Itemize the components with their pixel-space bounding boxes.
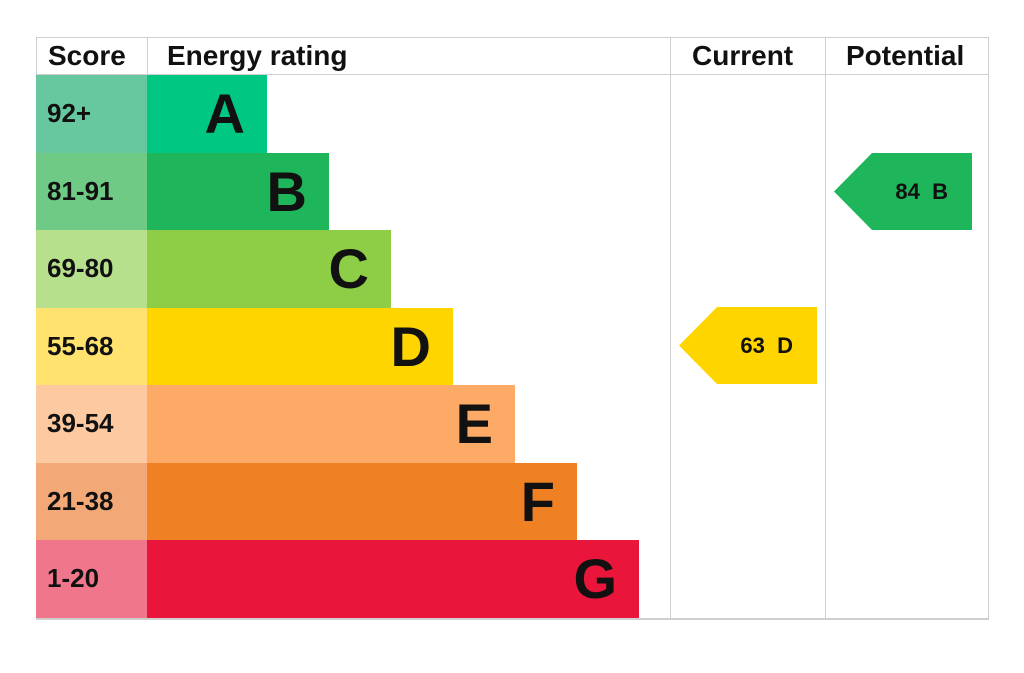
current-rating-label: 63 D — [740, 332, 793, 358]
band-score-range: 92+ — [36, 75, 147, 153]
band-row: 55-68 D — [36, 307, 453, 385]
band-row: 1-20 G — [36, 540, 639, 618]
column-divider — [670, 37, 671, 618]
epc-chart: Score Energy rating Current Potential 92… — [36, 37, 989, 620]
band-score-range: 1-20 — [36, 540, 147, 618]
band-letter: A — [204, 82, 245, 146]
band-letter: C — [328, 237, 369, 301]
band-bar: F — [147, 462, 577, 540]
potential-rating-label: 84 B — [895, 178, 948, 204]
band-letter: G — [573, 547, 617, 611]
band-bar: A — [147, 75, 267, 153]
band-letter: E — [455, 392, 493, 456]
band-bar: G — [147, 540, 639, 618]
band-score-range: 39-54 — [36, 385, 147, 463]
band-bar: B — [147, 152, 329, 230]
band-letter: B — [266, 159, 307, 223]
band-letter: D — [390, 314, 431, 378]
header-current: Current — [692, 39, 794, 71]
band-row: 21-38 F — [36, 462, 577, 540]
band-row: 39-54 E — [36, 385, 515, 463]
header-energy-rating: Energy rating — [167, 39, 348, 71]
column-divider — [825, 37, 826, 618]
band-score-range: 55-68 — [36, 307, 147, 385]
band-letter: F — [520, 469, 555, 533]
band-bar: E — [147, 385, 515, 463]
band-bar: D — [147, 307, 453, 385]
column-divider — [147, 37, 148, 75]
header-potential: Potential — [846, 39, 965, 71]
band-score-range: 81-91 — [36, 152, 147, 230]
header-divider — [36, 74, 988, 75]
band-bar: C — [147, 230, 391, 308]
header-score: Score — [48, 39, 126, 71]
band-score-range: 69-80 — [36, 230, 147, 308]
band-row: 81-91 B — [36, 152, 329, 230]
band-row: 69-80 C — [36, 230, 391, 308]
band-score-range: 21-38 — [36, 462, 147, 540]
band-row: 92+ A — [36, 75, 267, 153]
